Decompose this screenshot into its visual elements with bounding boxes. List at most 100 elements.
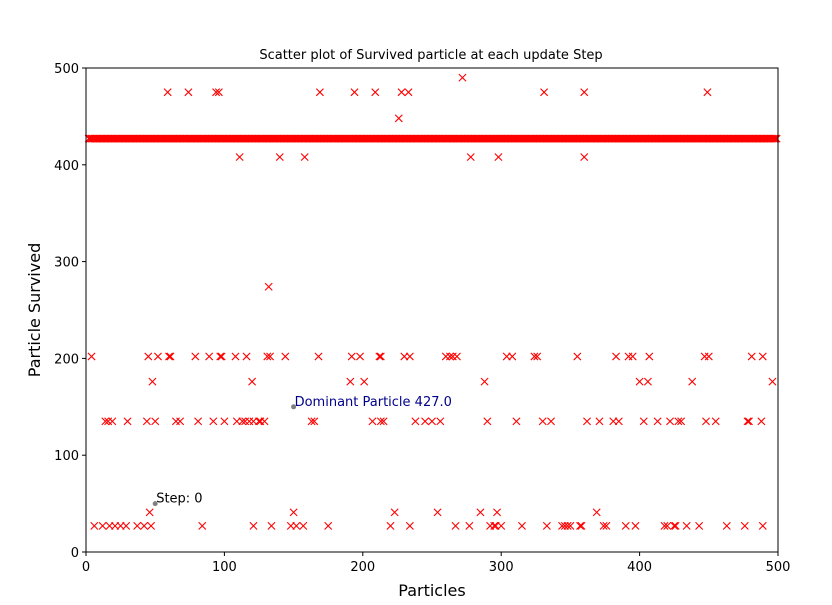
scatter-point [314,352,323,361]
scatter-point [436,417,445,426]
scatter-point [639,417,648,426]
scatter-point [324,521,333,530]
scatter-point [576,521,585,530]
annotation-dot [291,404,297,410]
y-tick-label: 0 [71,546,79,561]
scatter-point [220,417,229,426]
scatter-point [405,521,414,530]
y-tick-label: 400 [54,159,79,174]
scatter-point [530,352,539,361]
scatter-point [356,352,365,361]
scatter-point [133,521,142,530]
scatter-point [538,417,547,426]
scatter-point [216,352,225,361]
scatter-point [379,417,388,426]
scatter-point [466,153,475,162]
scatter-point [310,417,319,426]
y-tick-label: 500 [54,62,79,77]
scatter-point [205,352,214,361]
x-tick-label: 200 [350,560,375,575]
scatter-point [695,521,704,530]
scatter-point [757,417,766,426]
scatter-point [674,417,683,426]
scatter-point [275,153,284,162]
scatter-point [602,521,611,530]
scatter-point [772,134,781,143]
scatter-point [248,377,257,386]
scatter-point [307,417,316,426]
scatter-point [122,521,131,530]
scatter-point [433,508,442,517]
scatter-point [151,417,160,426]
scatter-point [368,417,377,426]
scatter-point [166,352,175,361]
scatter-point [347,352,356,361]
scatter-point [566,521,575,530]
scatter-point [376,352,385,361]
scatter-point [744,417,753,426]
scatter-point [458,73,467,82]
scatter-point [660,521,669,530]
scatter-point [267,521,276,530]
scatter-point [711,417,720,426]
scatter-point [670,521,679,530]
scatter-point [512,417,521,426]
scatter-point [87,352,96,361]
scatter-point [98,521,107,530]
scatter-point [371,88,380,97]
scatter-point [165,352,174,361]
scatter-point [428,417,436,426]
scatter-point [163,88,172,97]
scatter-point [671,521,680,530]
y-axis: 0 100 200 300 400 500 [54,62,86,561]
scatter-point [497,521,506,530]
scatter-point [212,88,221,97]
scatter-point [700,352,709,361]
scatter-point [677,417,686,426]
scatter-point [580,153,589,162]
axes-frame [85,67,779,553]
scatter-point [300,153,309,162]
x-tick-label: 0 [82,560,90,575]
scatter-point [704,352,713,361]
scatter-point [214,88,223,97]
scatter-point [108,417,117,426]
scatter-point [140,521,149,530]
scatter-point [411,417,420,426]
scatter-point [599,521,608,530]
scatter-point [184,88,193,97]
scatter-point [350,88,359,97]
scatter-point [758,352,767,361]
scatter-point [645,352,654,361]
scatter-point [346,377,355,386]
scatter-point [476,508,485,517]
scatter-point [176,417,185,426]
scatter-point [595,417,604,426]
scatter-point [628,352,637,361]
scatter-point [249,521,258,530]
scatter-point [769,134,778,143]
scatter-point [315,88,324,97]
scatter-point [517,521,526,530]
chart-title: Scatter plot of Survived particle at eac… [259,48,602,63]
scatter-point [451,521,460,530]
scatter-point [231,352,240,361]
scatter-point [405,352,414,361]
scatter-point [631,521,640,530]
scatter-point [238,417,247,426]
scatter-point [768,377,777,386]
scatter-point [299,521,308,530]
scatter-point [256,417,265,426]
scatter-point [747,352,756,361]
scatter-point [722,521,731,530]
dominant-annotation: Dominant Particle 427.0 [295,395,452,410]
scatter-point [743,417,752,426]
scatter-point [614,417,623,426]
scatter-point [688,377,697,386]
scatter-point [360,377,369,386]
plot-area: Dominant Particle 427.0 Step: 0 [84,73,781,530]
scatter-point [194,417,203,426]
scatter-point [592,508,601,517]
y-tick-label: 100 [54,449,79,464]
